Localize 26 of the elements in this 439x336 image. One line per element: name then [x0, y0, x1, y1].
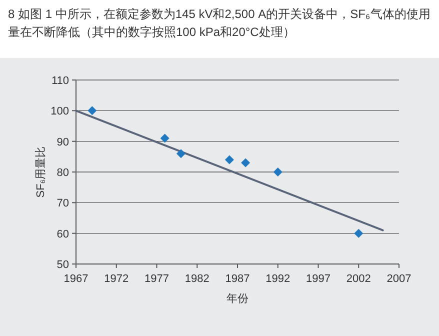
- y-tick-label: 60: [56, 228, 69, 240]
- x-tick-label: 2002: [346, 273, 371, 285]
- x-tick-label: 1982: [184, 273, 210, 285]
- y-tick-label: 50: [56, 259, 69, 271]
- x-tick-label: 1992: [266, 273, 290, 285]
- y-tick-label: 80: [56, 167, 69, 179]
- x-tick-label: 1987: [225, 273, 250, 285]
- y-tick-label: 110: [51, 75, 69, 87]
- y-tick-label: 90: [56, 136, 69, 148]
- x-tick-label: 1967: [64, 273, 88, 285]
- x-tick-label: 1972: [104, 273, 129, 285]
- chart-title: 8 如图 1 中所示，在额定参数为145 kV和2,500 A的开关设备中，SF₆气体的使用量在不断降低（其中的数字按照100 kPa和20°C处理）: [8, 6, 432, 41]
- point: [88, 106, 97, 116]
- y-tick-label: 100: [50, 106, 69, 118]
- point: [160, 134, 170, 143]
- point: [224, 155, 234, 164]
- x-axis-title: 年份: [226, 293, 248, 305]
- x-tick-label: 2007: [386, 273, 412, 285]
- y-tick-label: 70: [56, 198, 69, 210]
- y-axis-title: SF₆用量比: [34, 146, 47, 198]
- point: [354, 228, 364, 238]
- point: [273, 168, 282, 176]
- x-tick-label: 1997: [306, 273, 330, 285]
- x-tick-label: 1977: [144, 273, 169, 285]
- point: [241, 158, 250, 168]
- point: [176, 149, 186, 158]
